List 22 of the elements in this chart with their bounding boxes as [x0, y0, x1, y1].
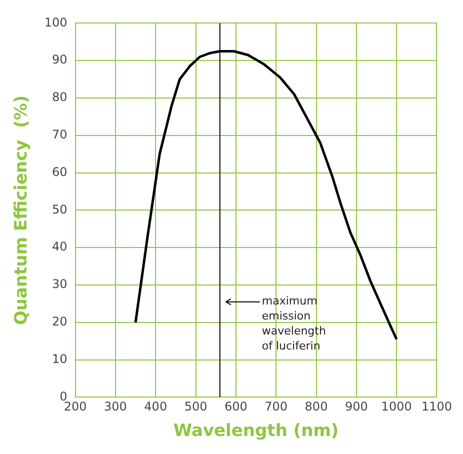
- x-tick-label: 400: [144, 400, 168, 414]
- x-tick-label: 900: [344, 400, 368, 414]
- y-tick-label: 70: [52, 128, 68, 142]
- y-tick-label: 40: [52, 240, 68, 254]
- x-tick-label: 700: [264, 400, 288, 414]
- y-tick-label: 80: [52, 90, 68, 104]
- y-tick-label: 10: [52, 352, 68, 366]
- y-axis-title: Quantum Efficiency (%): [12, 95, 32, 326]
- y-tick-label: 90: [52, 52, 68, 67]
- x-axis-title: Wavelength (nm): [173, 421, 339, 442]
- x-tick-label: 1100: [421, 400, 452, 414]
- x-tick-label: 500: [184, 400, 208, 414]
- y-tick-label: 60: [52, 164, 68, 179]
- y-tick-label: 30: [52, 277, 68, 292]
- y-tick-label: 20: [52, 314, 68, 329]
- x-tick-label: 600: [224, 400, 248, 414]
- y-tick-label: 50: [52, 202, 68, 216]
- x-tick-label: 200: [64, 400, 87, 414]
- y-tick-label: 100: [44, 15, 68, 30]
- x-tick-label: 300: [104, 400, 127, 414]
- x-tick-label: 1000: [381, 400, 412, 414]
- x-tick-label: 800: [304, 400, 328, 414]
